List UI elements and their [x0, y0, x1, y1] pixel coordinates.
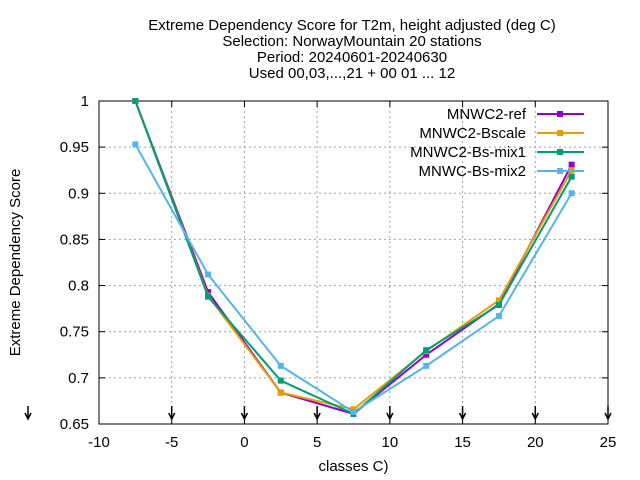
x-tick-label: 15 [454, 434, 471, 451]
data-point [277, 377, 284, 384]
x-tick-label: 5 [313, 434, 321, 451]
y-tick-label: 1 [81, 93, 89, 110]
data-point [132, 98, 139, 104]
data-point [350, 409, 357, 416]
data-point [557, 149, 563, 155]
down-arrow-icon [604, 406, 612, 421]
x-tick-label: 25 [600, 434, 617, 451]
legend-label: MNWC2-Bscale [419, 125, 526, 142]
data-point [495, 313, 502, 320]
x-tick-label: -10 [88, 434, 110, 451]
down-arrow-icon [458, 406, 467, 421]
data-point [568, 161, 575, 168]
down-arrow-icon [240, 406, 249, 421]
legend: MNWC2-ref MNWC2-Bscale MNWC2-Bs-mix1 MNWC-B… [410, 106, 584, 180]
data-point [568, 190, 575, 197]
data-point [557, 130, 563, 136]
data-point [568, 173, 575, 180]
down-arrow-icon [386, 406, 394, 421]
data-point [423, 362, 430, 369]
data-point [205, 293, 212, 300]
data-point [205, 289, 212, 296]
data-point [423, 347, 430, 354]
data-point [557, 168, 563, 174]
down-arrow-icon [24, 406, 32, 421]
title-line: Selection: NorwayMountain 20 stations [222, 33, 481, 50]
title-line: Used 00,03,...,21 + 00 01 ... 12 [249, 65, 455, 82]
y-tick-label: 0.8 [68, 278, 89, 295]
x-tick-label: 0 [240, 434, 248, 451]
data-point [277, 362, 284, 369]
axis-ticks: -10 -5 0 5 10 15 20 25 0.65 0.7 0.75 0.8 0.85 0.9 0.95… [24, 93, 617, 451]
chart-title: Extreme Dependency Score for T2m, height… [148, 17, 555, 82]
y-tick-label: 0.75 [60, 324, 89, 341]
x-tick-label: 20 [527, 434, 544, 451]
down-arrow-icon [168, 406, 176, 421]
series [132, 98, 575, 417]
data-point [557, 111, 563, 117]
y-tick-label: 0.7 [68, 370, 89, 387]
legend-label: MNWC2-ref [447, 106, 527, 123]
legend-label: MNWC-Bs-mix2 [419, 163, 526, 180]
title-line: Period: 20240601-20240630 [257, 49, 447, 66]
data-point [423, 351, 430, 358]
y-axis-label: Extreme Dependency Score [7, 169, 24, 357]
plot-frame [98, 100, 609, 425]
y-tick-label: 0.65 [60, 416, 89, 433]
title-line: Extreme Dependency Score for T2m, height… [148, 17, 555, 34]
down-arrow-icon [531, 406, 539, 421]
x-axis-label: classes C) [318, 458, 388, 475]
down-arrow-icon [313, 406, 321, 421]
data-point [495, 297, 502, 304]
y-tick-label: 0.95 [60, 139, 89, 156]
y-tick-label: 0.85 [60, 231, 89, 248]
data-point [132, 141, 139, 148]
data-point [205, 271, 212, 278]
x-tick-label: 10 [382, 434, 399, 451]
grid [99, 101, 608, 424]
legend-label: MNWC2-Bs-mix1 [410, 144, 526, 161]
data-point [495, 301, 502, 308]
data-point [277, 389, 284, 396]
y-tick-label: 0.9 [68, 185, 89, 202]
x-tick-label: -5 [165, 434, 178, 451]
series-mnwc-bs-mix2 [132, 141, 575, 416]
